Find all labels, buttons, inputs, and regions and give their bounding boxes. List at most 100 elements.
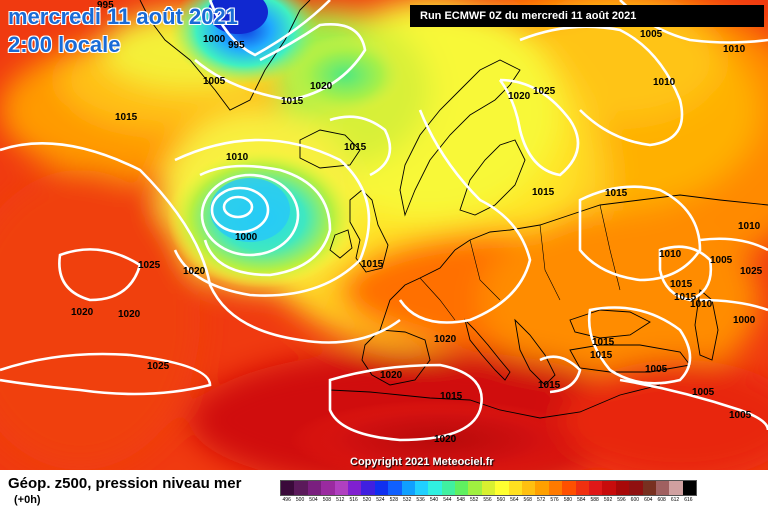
legend-value: 508 xyxy=(322,497,332,503)
isobar-label: 1020 xyxy=(118,309,141,320)
legend-swatch xyxy=(642,481,656,495)
isobars xyxy=(0,0,768,442)
legend-swatch xyxy=(562,481,576,495)
legend-swatch xyxy=(655,481,670,495)
legend-swatch xyxy=(535,481,549,495)
isobar-label: 1005 xyxy=(729,410,752,421)
legend-swatch xyxy=(347,481,362,495)
isobar-label: 1005 xyxy=(692,387,715,398)
isobar-label: 1000 xyxy=(203,34,226,45)
legend-value: 604 xyxy=(644,497,653,503)
legend-swatch xyxy=(602,481,616,495)
legend-value: 560 xyxy=(496,497,506,503)
legend-value: 596 xyxy=(617,497,626,503)
legend-swatch xyxy=(615,481,630,495)
isobar-label: 1015 xyxy=(344,142,367,153)
legend-value: 592 xyxy=(603,497,613,503)
legend-footer: Géop. z500, pression niveau mer (+0h) 49… xyxy=(0,470,768,512)
legend-swatch xyxy=(629,481,643,495)
footer-subtitle: (+0h) xyxy=(14,494,41,506)
legend-swatch xyxy=(401,481,415,495)
isobar-label: 1020 xyxy=(71,307,94,318)
isobar-label: 1020 xyxy=(508,91,531,102)
isobar-label: 1015 xyxy=(115,112,138,123)
isobar-label: 1015 xyxy=(670,279,693,290)
legend-value: 520 xyxy=(362,497,372,503)
legend-swatch xyxy=(334,481,348,495)
legend-swatch xyxy=(414,481,429,495)
isobar-label: 1020 xyxy=(183,266,206,277)
isobar-label: 995 xyxy=(97,0,114,11)
legend-value: 572 xyxy=(536,497,546,503)
legend-swatch xyxy=(669,481,683,495)
isobar-label: 995 xyxy=(228,40,245,51)
isobar-label: 1020 xyxy=(380,370,403,381)
legend-value: 600 xyxy=(630,497,640,503)
isobar-label: 1015 xyxy=(674,292,697,303)
isobar-label: 1005 xyxy=(203,76,226,87)
isobar-label: 1010 xyxy=(653,77,676,88)
coastlines xyxy=(139,0,768,419)
forecast-date-title: mercredi 11 août 2021 xyxy=(8,4,238,29)
legend-value: 512 xyxy=(336,497,345,503)
legend-swatch xyxy=(682,481,697,495)
isobar-label: 1015 xyxy=(281,96,304,107)
legend-value: 564 xyxy=(510,497,519,503)
legend-swatch xyxy=(455,481,469,495)
isobar-label: 1010 xyxy=(226,152,249,163)
isobar-label: 1015 xyxy=(538,380,561,391)
legend-value: 544 xyxy=(443,497,452,503)
legend-swatch xyxy=(481,481,496,495)
legend-value: 516 xyxy=(349,497,358,503)
footer-title: Géop. z500, pression niveau mer xyxy=(8,475,242,492)
isobar-labels: 995 1000 995 1005 1020 1015 1015 1010 10… xyxy=(71,0,763,445)
legend-value: 540 xyxy=(429,497,439,503)
legend-value: 616 xyxy=(684,497,693,503)
color-scale-labels: 496 500 504 508 512 516 520 524 528 532 536 540 544 5… xyxy=(280,497,695,503)
isobar-label: 1005 xyxy=(710,255,733,266)
legend-swatch xyxy=(307,481,322,495)
legend-swatch xyxy=(388,481,402,495)
legend-value: 608 xyxy=(657,497,666,503)
isobar-label: 1010 xyxy=(690,299,713,310)
weather-map: 995 1000 995 1005 1020 1015 1015 1010 10… xyxy=(0,0,768,470)
isobar-label: 1015 xyxy=(532,187,555,198)
isobar-label: 1020 xyxy=(434,434,457,445)
legend-value: 504 xyxy=(309,497,318,503)
legend-value: 552 xyxy=(469,497,479,503)
isobar-label: 1000 xyxy=(235,232,258,243)
isobar-label: 1005 xyxy=(645,364,668,375)
legend-value: 528 xyxy=(389,497,398,503)
forecast-time-title: 2:00 locale xyxy=(8,32,121,57)
isobar-label: 1005 xyxy=(640,29,663,40)
legend-swatch xyxy=(548,481,563,495)
run-info-box: Run ECMWF 0Z du mercredi 11 août 2021 xyxy=(410,5,764,27)
legend-swatch xyxy=(441,481,456,495)
isobar-label: 1025 xyxy=(533,86,556,97)
legend-swatch xyxy=(508,481,523,495)
legend-swatch xyxy=(575,481,589,495)
legend-value: 536 xyxy=(416,497,425,503)
legend-value: 532 xyxy=(403,497,412,503)
legend-swatch xyxy=(281,481,295,495)
isobar-label: 1000 xyxy=(733,315,756,326)
copyright-text: Copyright 2021 Meteociel.fr xyxy=(350,456,494,468)
legend-value: 496 xyxy=(282,497,291,503)
legend-swatch xyxy=(321,481,335,495)
legend-swatch xyxy=(588,481,603,495)
isobar-label: 1010 xyxy=(723,44,746,55)
legend-value: 568 xyxy=(523,497,532,503)
legend-value: 548 xyxy=(456,497,465,503)
legend-value: 556 xyxy=(483,497,492,503)
legend-swatch xyxy=(374,481,389,495)
legend-value: 524 xyxy=(376,497,385,503)
isobar-label: 1025 xyxy=(147,361,170,372)
legend-value: 584 xyxy=(577,497,586,503)
legend-value: 580 xyxy=(563,497,573,503)
isobar-label: 1025 xyxy=(138,260,161,271)
legend-swatch xyxy=(495,481,509,495)
isobar-label: 1015 xyxy=(361,259,384,270)
isobar-label: 1015 xyxy=(590,350,613,361)
isobar-label: 1020 xyxy=(310,81,333,92)
isobar-label: 1010 xyxy=(659,249,682,260)
